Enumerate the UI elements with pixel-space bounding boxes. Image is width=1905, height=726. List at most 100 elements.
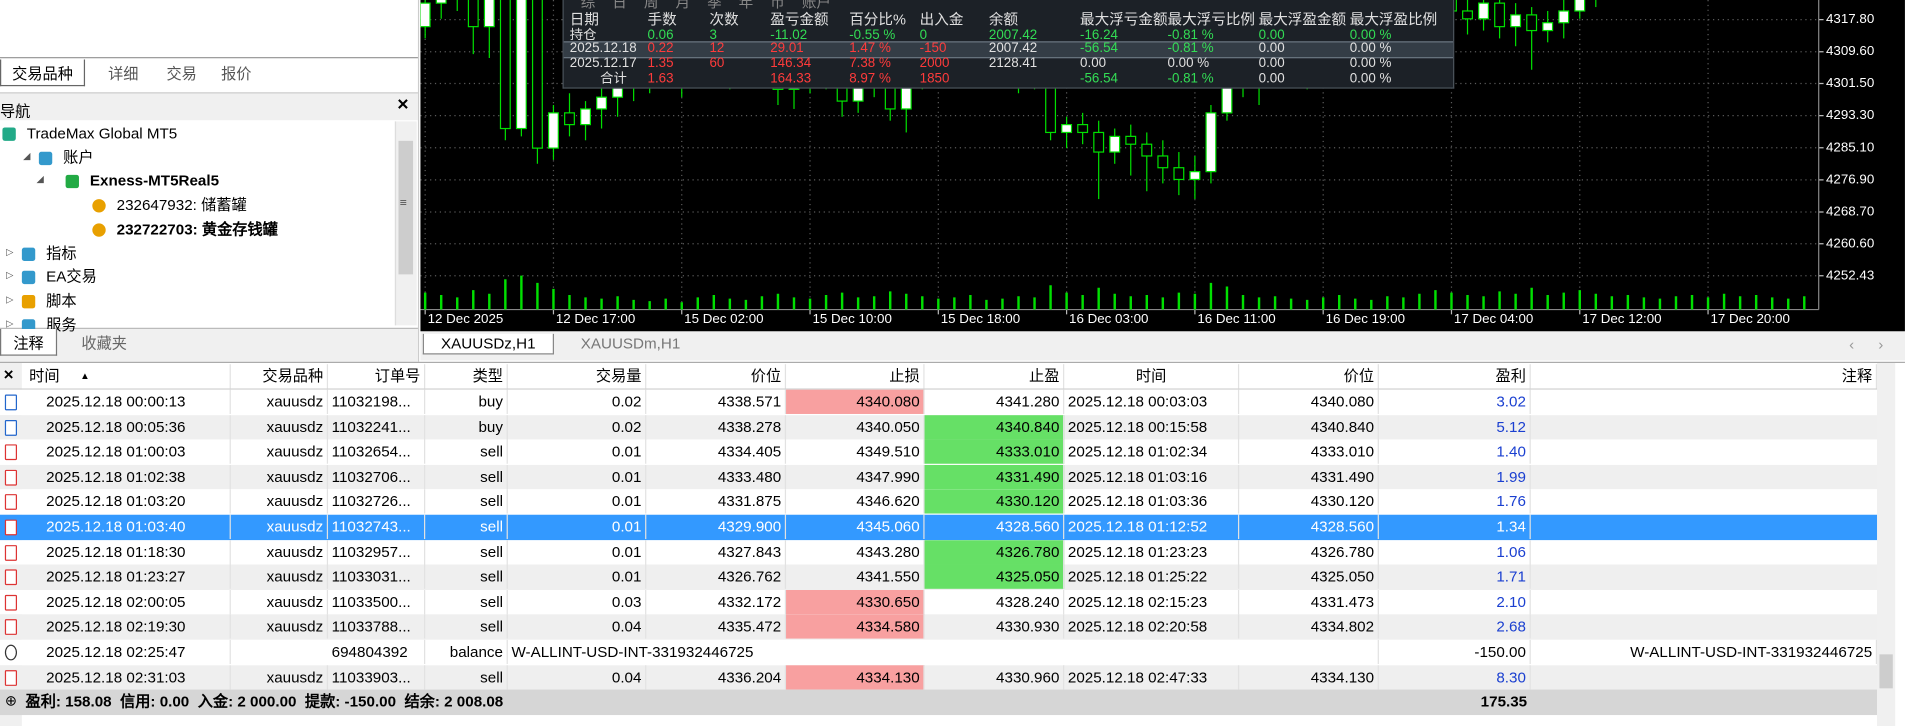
y-tick-label: 4260.60 — [1826, 235, 1874, 250]
x-tick-label: 17 Dec 20:00 — [1710, 311, 1789, 326]
table-cell: 2025.12.18 00:03:03 — [1064, 389, 1240, 414]
stats-tab[interactable]: 账户 — [801, 0, 832, 11]
table-cell: 0.02 — [508, 389, 647, 414]
column-header[interactable]: 注释 — [1531, 364, 1878, 389]
column-header[interactable]: 价位 — [646, 364, 787, 389]
stats-tab[interactable]: 日 — [612, 0, 627, 11]
tree-item[interactable]: Exness-MT5Real5 — [89, 172, 220, 190]
column-header[interactable]: 订单号 — [328, 364, 426, 389]
close-button[interactable]: × — [397, 94, 409, 116]
table-cell: 2025.12.18 02:15:23 — [1064, 589, 1240, 615]
chart-tab[interactable]: XAUUSDz,H1 — [422, 333, 554, 355]
trade-row[interactable]: 2025.12.18 02:19:30 xauusdz 11033788... sel… — [0, 614, 1878, 640]
table-cell: 4335.472 — [646, 614, 787, 640]
column-header[interactable]: 交易量 — [508, 364, 647, 389]
table-cell: 4340.050 — [786, 414, 925, 439]
x-tick-label: 12 Dec 2025 — [428, 311, 504, 326]
candle-body — [420, 2, 431, 28]
stats-tab[interactable]: 月 — [675, 0, 691, 11]
candle-body — [1141, 143, 1153, 157]
column-header[interactable]: 止损 — [786, 364, 925, 389]
scroll-right[interactable]: › — [1878, 336, 1884, 354]
stats-cell: 2007.42 — [988, 41, 1038, 56]
symbol-tab[interactable]: 详细 — [108, 65, 139, 83]
column-header[interactable]: 止盈 — [925, 364, 1065, 389]
candle-body — [1157, 155, 1169, 169]
candle-body — [1109, 135, 1121, 153]
column-header[interactable]: 交易品种 — [231, 364, 329, 389]
table-cell: 0.01 — [508, 489, 647, 514]
stats-cell: -16.24 — [1080, 27, 1118, 43]
trade-row[interactable]: 2025.12.18 02:31:03 xauusdz 11033903... sel… — [0, 664, 1878, 690]
tree-item[interactable]: 脚本 — [46, 292, 77, 310]
stats-header: 盈亏金额 — [770, 10, 829, 28]
tree-item[interactable]: TradeMax Global MT5 — [26, 125, 178, 143]
left-panel: 导航 × ≡ 交易品种 详细 交易 报价 TradeMax Global MT5 ◢ 账户 ◢… — [0, 0, 420, 363]
table-cell: 5.12 — [1379, 414, 1531, 439]
table-scrollbar[interactable] — [1877, 362, 1896, 726]
header-row: 时间 交易品种 订单号 类型 交易量 价位 止损 止盈 时间 价位 盈利 注释 — [0, 364, 1878, 390]
tree-item[interactable]: 232647932: 储蓄罐 — [116, 196, 247, 214]
scroll-thumb[interactable] — [398, 140, 414, 275]
table-cell: xauusdz — [231, 514, 329, 540]
stats-tab[interactable]: 季 — [707, 0, 722, 11]
table-cell: 4326.780 — [1239, 539, 1379, 565]
tree-item[interactable]: 232722703: 黄金存钱罐 — [116, 220, 278, 238]
trade-row[interactable]: 2025.12.18 01:00:03 xauusdz 11032654... sel… — [0, 439, 1878, 465]
x-tick-label: 16 Dec 19:00 — [1326, 311, 1405, 326]
row-icon — [4, 569, 18, 586]
trade-row[interactable]: 2025.12.18 01:03:20 xauusdz 11032726... sel… — [0, 489, 1878, 515]
symbol-tab[interactable]: 交易品种 — [0, 59, 86, 87]
trade-row[interactable]: 2025.12.18 00:05:36 xauusdz 11032241... buy… — [0, 414, 1878, 440]
symbol-tab[interactable]: 报价 — [221, 65, 252, 83]
column-header[interactable]: 价位 — [1239, 364, 1379, 389]
tree-item[interactable]: 指标 — [46, 244, 77, 262]
table-cell: 2025.12.18 01:02:34 — [1064, 439, 1240, 464]
stats-header: 日期 — [569, 10, 599, 28]
scroll-thumb[interactable] — [1879, 654, 1893, 689]
stats-cell: 2128.41 — [988, 55, 1038, 71]
stats-tab[interactable]: 综 — [580, 0, 596, 11]
stats-tab[interactable]: 币 — [770, 0, 785, 11]
trade-row[interactable]: 2025.12.18 01:18:30 xauusdz 11032957... sel… — [0, 539, 1878, 565]
table-cell: 2025.12.18 00:15:58 — [1064, 414, 1240, 439]
chart-tab-bar: ‹ › XAUUSDz,H1 XAUUSDm,H1 — [420, 331, 1905, 361]
table-cell: 4334.802 — [1239, 614, 1379, 640]
trade-row[interactable]: 2025.12.18 00:00:13 xauusdz 11032198... buy… — [0, 389, 1878, 415]
stats-cell: 0.06 — [647, 27, 674, 43]
chart-tab[interactable]: XAUUSDm,H1 — [580, 335, 681, 353]
column-header[interactable]: 盈利 — [1379, 364, 1531, 389]
scroll-left[interactable]: ‹ — [1849, 336, 1855, 354]
x-tick-label: 15 Dec 18:00 — [941, 311, 1020, 326]
candle-body — [1574, 0, 1586, 12]
panel-tab[interactable]: 收藏夹 — [81, 335, 127, 353]
trade-row[interactable]: 2025.12.18 02:25:47 694804392 balance W-ALL… — [0, 639, 1878, 665]
table-cell: 2025.12.18 02:47:33 — [1064, 664, 1240, 690]
close-toolbox[interactable]: × — [3, 364, 14, 384]
table-cell: xauusdz — [231, 589, 329, 615]
table-cell: 2025.12.18 00:00:13 — [22, 389, 231, 414]
column-header[interactable]: 类型 — [425, 364, 508, 389]
column-header[interactable]: 时间 — [22, 364, 231, 389]
trade-row[interactable]: 2025.12.18 01:23:27 xauusdz 11033031... sel… — [0, 564, 1878, 590]
table-cell: 1.40 — [1379, 439, 1531, 464]
panel-tab[interactable]: 注释 — [0, 328, 58, 356]
tree-item[interactable]: EA交易 — [46, 268, 97, 286]
table-cell: 4340.840 — [1239, 414, 1379, 439]
symbol-tab[interactable]: 交易 — [166, 65, 197, 83]
trade-row[interactable]: 2025.12.18 01:02:38 xauusdz 11032706... sel… — [0, 464, 1878, 490]
x-tick-label: 12 Dec 17:00 — [556, 311, 635, 326]
column-header[interactable]: 时间 — [1064, 364, 1240, 389]
trade-row[interactable]: 2025.12.18 02:00:05 xauusdz 11033500... sel… — [0, 589, 1878, 615]
stats-cell: 0.00 — [1080, 55, 1107, 71]
stats-cell: 7.38 % — [849, 55, 891, 71]
candle-body — [1542, 22, 1554, 32]
expander: ▷ — [6, 317, 14, 329]
scrollbar[interactable]: ≡ — [394, 121, 417, 326]
table-cell: sell — [425, 589, 508, 615]
stats-tab[interactable]: 年 — [738, 0, 754, 11]
table-cell: xauusdz — [231, 464, 329, 489]
stats-tab[interactable]: 周 — [643, 0, 659, 11]
trade-row[interactable]: 2025.12.18 01:03:40 xauusdz 11032743... sel… — [0, 514, 1878, 540]
tree-item[interactable]: 账户 — [63, 148, 94, 166]
